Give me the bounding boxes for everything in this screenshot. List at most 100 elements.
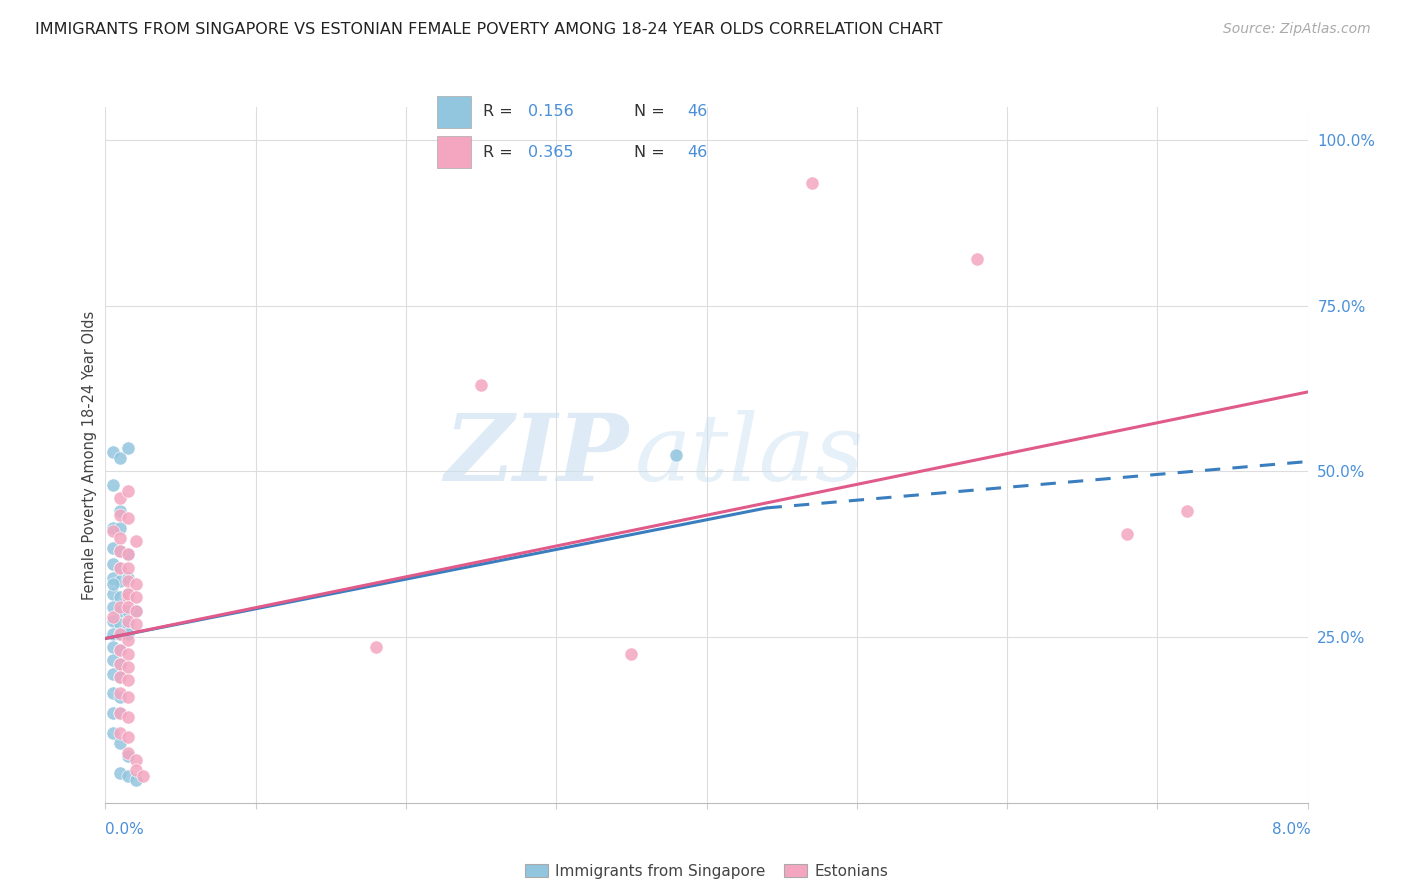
Point [110, 657, 132, 671]
Point [110, 616, 132, 631]
Point [117, 600, 139, 615]
Point [124, 753, 146, 767]
Point [117, 709, 139, 723]
Point [101, 610, 124, 624]
Point [124, 577, 146, 591]
Text: IMMIGRANTS FROM SINGAPORE VS ESTONIAN FEMALE POVERTY AMONG 18-24 YEAR OLDS CORRE: IMMIGRANTS FROM SINGAPORE VS ESTONIAN FE… [35, 22, 942, 37]
FancyBboxPatch shape [437, 136, 471, 168]
Point [132, 769, 155, 783]
Point [110, 591, 132, 605]
Point [110, 504, 132, 518]
Point [117, 730, 139, 744]
Point [117, 604, 139, 618]
Point [110, 690, 132, 704]
Text: ZIP: ZIP [444, 410, 628, 500]
Point [117, 627, 139, 641]
Point [364, 640, 387, 654]
Point [117, 547, 139, 561]
Point [110, 508, 132, 522]
Point [101, 444, 124, 458]
Point [110, 706, 132, 721]
Point [110, 706, 132, 721]
FancyBboxPatch shape [437, 96, 471, 128]
Point [124, 616, 146, 631]
Point [110, 560, 132, 574]
Point [117, 560, 139, 574]
Point [101, 577, 124, 591]
Point [101, 614, 124, 628]
Point [110, 670, 132, 684]
Point [124, 591, 146, 605]
Point [110, 686, 132, 700]
Text: 0.0%: 0.0% [105, 822, 145, 837]
Point [110, 451, 132, 466]
Point [110, 600, 132, 615]
Point [101, 706, 124, 721]
Text: 46: 46 [688, 145, 707, 160]
Point [665, 448, 688, 462]
Point [110, 604, 132, 618]
Point [117, 749, 139, 764]
Point [101, 541, 124, 555]
Point [117, 511, 139, 525]
Y-axis label: Female Poverty Among 18-24 Year Olds: Female Poverty Among 18-24 Year Olds [82, 310, 97, 599]
Point [110, 521, 132, 535]
Point [124, 604, 146, 618]
Point [110, 574, 132, 588]
Point [800, 176, 823, 190]
Point [110, 560, 132, 574]
Text: atlas: atlas [634, 410, 863, 500]
Text: 46: 46 [688, 104, 707, 120]
Point [101, 726, 124, 740]
Point [101, 653, 124, 667]
Point [101, 521, 124, 535]
Point [110, 657, 132, 671]
Point [110, 766, 132, 780]
Point [101, 570, 124, 584]
Point [1175, 504, 1198, 518]
Point [101, 640, 124, 654]
Point [117, 484, 139, 499]
Point [110, 643, 132, 657]
Point [1116, 527, 1139, 541]
Point [117, 660, 139, 674]
Point [110, 726, 132, 740]
Point [110, 627, 132, 641]
Point [124, 772, 146, 787]
Point [117, 614, 139, 628]
Point [101, 600, 124, 615]
Point [117, 746, 139, 760]
Point [117, 587, 139, 601]
Text: 0.156: 0.156 [529, 104, 574, 120]
Text: N =: N = [634, 145, 671, 160]
Point [117, 574, 139, 588]
Point [110, 736, 132, 750]
Point [124, 604, 146, 618]
Point [124, 534, 146, 549]
Point [117, 547, 139, 561]
Point [124, 763, 146, 777]
Point [110, 670, 132, 684]
Point [117, 647, 139, 661]
Point [101, 627, 124, 641]
Text: R =: R = [482, 104, 517, 120]
Point [101, 524, 124, 538]
Point [101, 686, 124, 700]
Text: N =: N = [634, 104, 671, 120]
Text: 0.365: 0.365 [529, 145, 574, 160]
Point [117, 673, 139, 688]
Point [101, 587, 124, 601]
Point [110, 544, 132, 558]
Point [117, 587, 139, 601]
Legend: Immigrants from Singapore, Estonians: Immigrants from Singapore, Estonians [524, 863, 889, 879]
Text: Source: ZipAtlas.com: Source: ZipAtlas.com [1223, 22, 1371, 37]
Point [117, 616, 139, 631]
Point [101, 477, 124, 491]
Point [110, 531, 132, 545]
Text: 8.0%: 8.0% [1271, 822, 1310, 837]
Point [110, 491, 132, 505]
Point [117, 769, 139, 783]
Point [101, 666, 124, 681]
Text: R =: R = [482, 145, 517, 160]
Point [117, 633, 139, 648]
